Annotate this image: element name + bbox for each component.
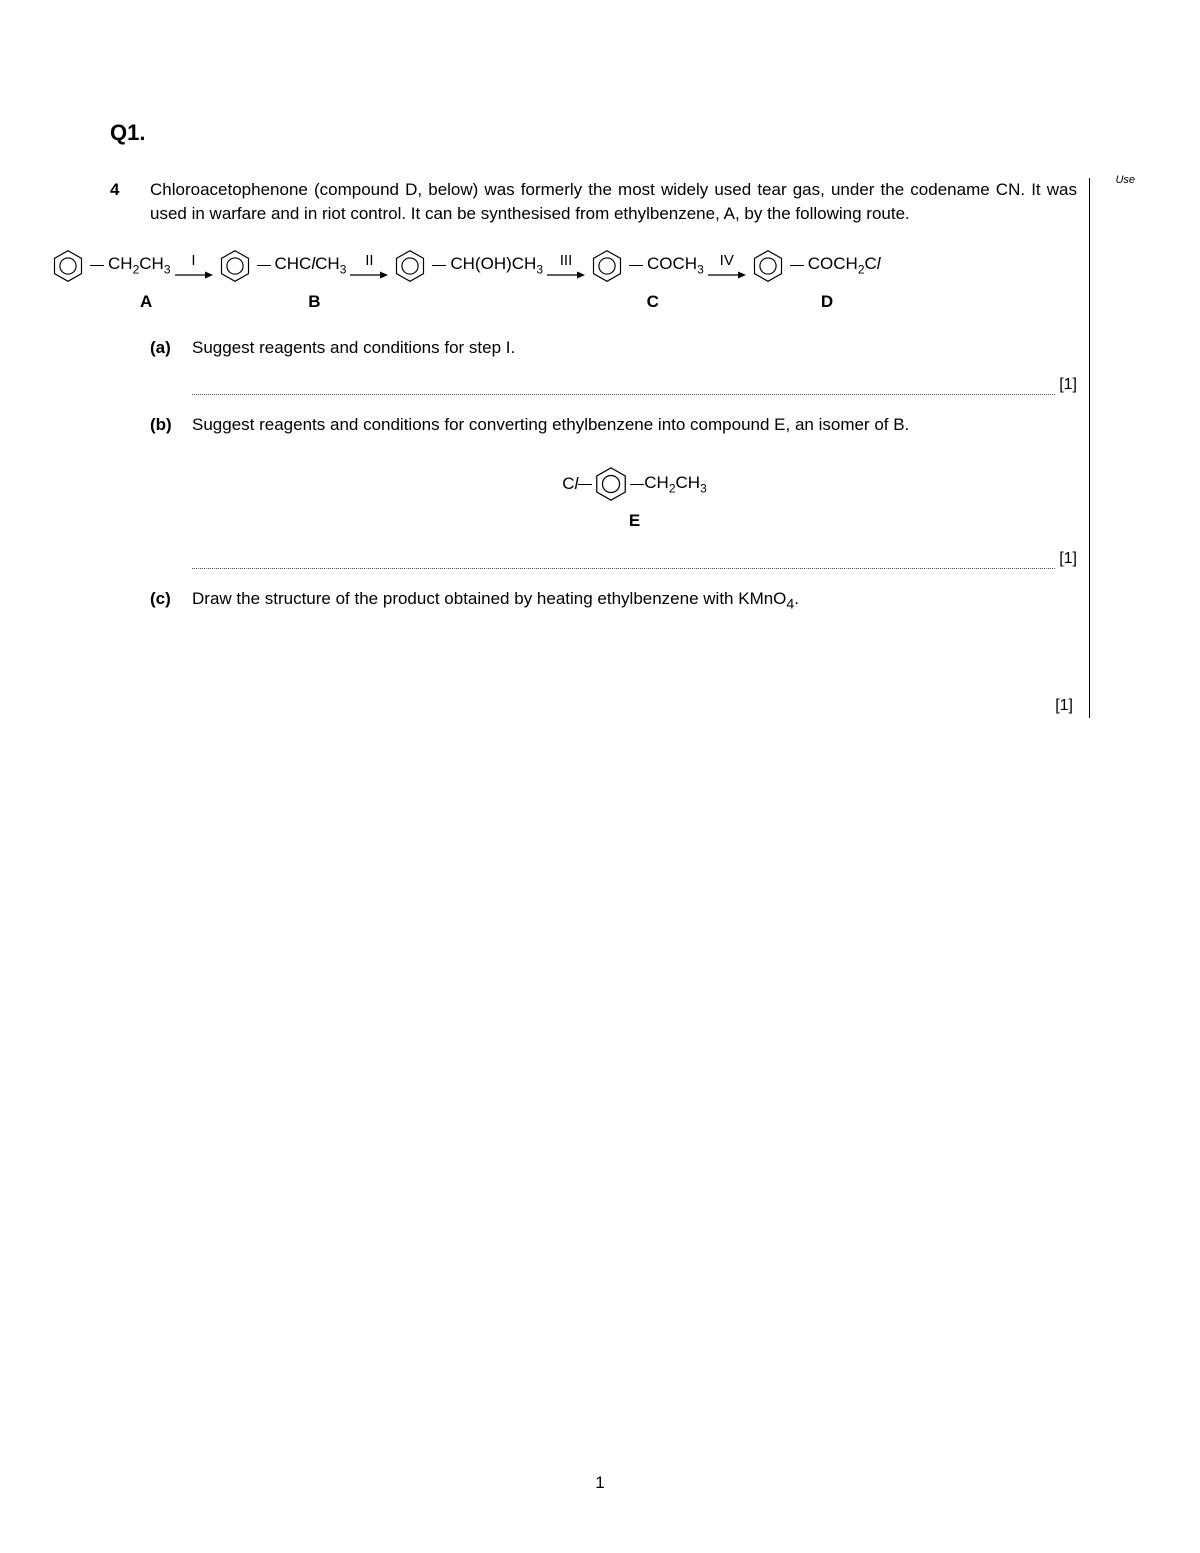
question-number: 4 [110, 178, 134, 202]
benzene-ring-icon [217, 248, 253, 284]
arrow-icon [350, 270, 388, 280]
arrow-icon [175, 270, 213, 280]
part-c-marks: [1] [192, 695, 1077, 717]
compound-formula: COCH3 [647, 254, 704, 276]
compound-label: A [140, 292, 152, 312]
intro-text: Chloroacetophenone (compound D, below) w… [150, 178, 1077, 226]
benzene-ring-icon [392, 248, 428, 284]
step-label: III [560, 252, 573, 268]
part-b-marks: [1] [1055, 548, 1077, 570]
compound-labels: A B C D [50, 292, 1077, 312]
benzene-ring-icon [750, 248, 786, 284]
bond-line [630, 484, 644, 485]
reaction-scheme: CH2CH3 I CHClCH3 II CH(OH)CH3 III COCH3 IV COCH2… [50, 248, 1077, 284]
answer-line[interactable]: [1] [192, 555, 1077, 569]
compound-formula: CHClCH3 [275, 254, 347, 276]
compound-formula: CH2CH3 [108, 254, 171, 276]
compound-formula: COCH2Cl [808, 254, 881, 276]
benzene-ring-icon [589, 248, 625, 284]
compound-label: B [308, 292, 320, 312]
part-c: (c) Draw the structure of the product ob… [150, 587, 1077, 718]
page-number: 1 [0, 1473, 1200, 1493]
reaction-arrow: I [175, 252, 213, 280]
compound-label: D [821, 292, 833, 312]
part-c-label: (c) [150, 587, 178, 718]
benzene-ring-icon [50, 248, 86, 284]
bond-line [90, 265, 104, 266]
compound-e-right: CH2CH3 [644, 471, 707, 497]
bond-line [432, 265, 446, 266]
margin-use-label: Use [1115, 174, 1135, 186]
question-body: Use 4 Chloroacetophenone (compound D, be… [110, 178, 1090, 718]
compound-label: C [647, 292, 659, 312]
part-a-text: Suggest reagents and conditions for step… [192, 336, 1077, 360]
compound-e-structure: Cl CH2CH3 E [192, 465, 1077, 533]
bond-line [629, 265, 643, 266]
part-b: (b) Suggest reagents and conditions for … [150, 413, 1077, 569]
bond-line [578, 484, 592, 485]
step-label: II [365, 252, 373, 268]
question-header: Q1. [110, 120, 1090, 146]
bond-line [257, 265, 271, 266]
bond-line [790, 265, 804, 266]
compound-formula: CH(OH)CH3 [450, 254, 543, 276]
part-a-label: (a) [150, 336, 178, 396]
compound-e-label: E [629, 509, 640, 533]
part-b-label: (b) [150, 413, 178, 569]
reaction-arrow: IV [708, 252, 746, 280]
reaction-arrow: II [350, 252, 388, 280]
step-label: IV [720, 252, 734, 268]
step-label: I [191, 252, 195, 268]
compound-e-left: Cl [562, 472, 578, 496]
arrow-icon [547, 270, 585, 280]
part-a: (a) Suggest reagents and conditions for … [150, 336, 1077, 396]
part-c-text: Draw the structure of the product obtain… [192, 587, 1077, 615]
answer-line[interactable]: [1] [192, 381, 1077, 395]
reaction-arrow: III [547, 252, 585, 280]
arrow-icon [708, 270, 746, 280]
benzene-ring-icon [592, 465, 630, 503]
part-a-marks: [1] [1055, 374, 1077, 396]
part-b-text: Suggest reagents and conditions for conv… [192, 413, 1077, 437]
